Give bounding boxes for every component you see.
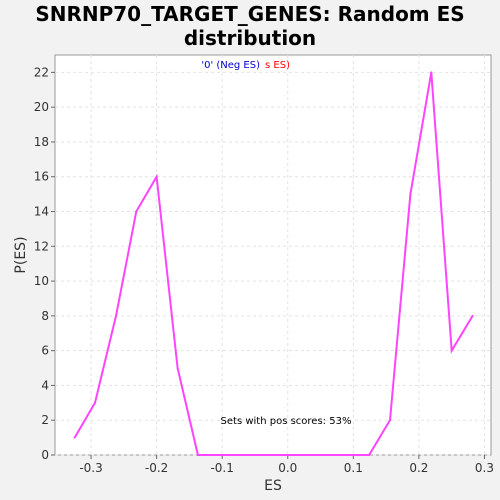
data-point xyxy=(155,175,158,178)
y-tick-label: 2 xyxy=(41,413,49,427)
data-point xyxy=(114,314,117,317)
data-point xyxy=(93,401,96,404)
y-tick-label: 14 xyxy=(34,205,49,219)
y-tick-label: 0 xyxy=(41,448,49,462)
x-tick-label: 0.2 xyxy=(409,461,428,475)
x-tick-label: 0.3 xyxy=(475,461,494,475)
legend-pos: s ES) xyxy=(265,60,290,71)
x-tick-label: -0.2 xyxy=(145,461,168,475)
data-point xyxy=(299,454,302,456)
data-point xyxy=(409,193,412,196)
plot-area xyxy=(54,54,492,456)
data-point xyxy=(259,454,262,456)
y-tick-label: 4 xyxy=(41,378,49,392)
data-point xyxy=(176,367,179,370)
chart-title-line1: SNRNP70_TARGET_GENES: Random ES xyxy=(35,2,465,26)
data-point xyxy=(238,454,241,456)
x-tick-label: -0.3 xyxy=(79,461,102,475)
y-axis-label: P(ES) xyxy=(13,236,29,273)
y-tick-label: 8 xyxy=(41,309,49,323)
chart-title: SNRNP70_TARGET_GENES: Random ES distribu… xyxy=(0,2,500,50)
y-tick-label: 10 xyxy=(34,274,49,288)
x-tick-label: -0.1 xyxy=(210,461,233,475)
data-point xyxy=(196,454,199,456)
data-point xyxy=(279,454,282,456)
data-point xyxy=(430,71,433,74)
y-tick-label: 22 xyxy=(34,65,49,79)
y-tick-label: 20 xyxy=(34,100,49,114)
y-tick-label: 18 xyxy=(34,135,49,149)
chart-title-line2: distribution xyxy=(183,26,317,50)
x-tick-label: 0.1 xyxy=(344,461,363,475)
data-point xyxy=(368,454,371,456)
data-point xyxy=(135,210,138,213)
x-axis-ticks: -0.3 -0.2 -0.1 0.0 0.1 0.2 0.3 xyxy=(79,455,494,475)
legend-neg: '0' (Neg ES) xyxy=(201,60,260,71)
y-axis-ticks: 0 2 4 6 8 10 12 14 16 18 20 22 xyxy=(34,65,55,462)
x-axis-label: ES xyxy=(264,478,282,494)
data-point xyxy=(73,436,76,439)
y-tick-label: 12 xyxy=(34,239,49,253)
data-point xyxy=(389,419,392,422)
series-line xyxy=(73,72,474,456)
data-point xyxy=(320,454,323,456)
data-point xyxy=(450,349,453,352)
pos-score-annotation: Sets with pos scores: 53% xyxy=(221,416,352,427)
data-point xyxy=(341,454,344,456)
data-point xyxy=(471,314,474,317)
data-point xyxy=(217,454,220,456)
y-tick-label: 6 xyxy=(41,344,49,358)
y-tick-label: 16 xyxy=(34,170,49,184)
x-tick-label: 0.0 xyxy=(278,461,297,475)
data-points xyxy=(73,71,474,456)
